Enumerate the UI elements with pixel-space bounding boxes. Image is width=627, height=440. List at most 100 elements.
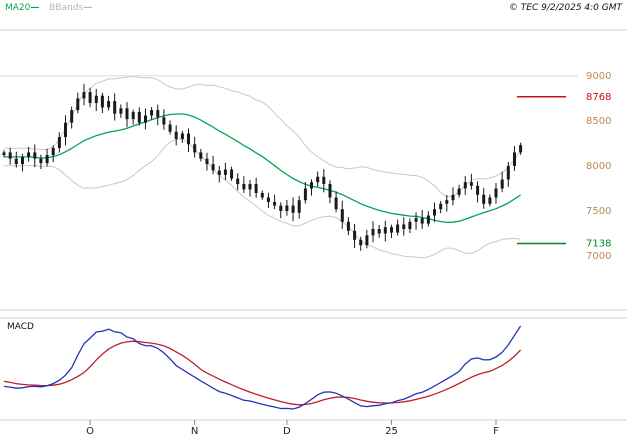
candle-body — [76, 98, 80, 111]
candle-body — [100, 95, 104, 108]
legend-bbands-swatch: — — [83, 3, 92, 13]
candle-body — [27, 152, 31, 157]
candle-body — [476, 185, 480, 195]
price-axis-label: 7500 — [586, 206, 611, 217]
price-axis-label: 7000 — [586, 251, 611, 262]
legend-ma20-label: MA20 — [5, 3, 31, 13]
x-axis-label: N — [191, 426, 198, 437]
candle-body — [303, 188, 307, 201]
price-axis-label: 9000 — [586, 71, 611, 82]
candle-body — [242, 184, 246, 190]
candle-body — [433, 209, 436, 216]
candle-body — [168, 124, 172, 132]
candle-body — [346, 221, 350, 231]
candle-body — [217, 170, 221, 175]
candle-body — [131, 111, 135, 120]
candle-body — [248, 184, 252, 190]
candle-body — [107, 101, 111, 108]
candle-body — [21, 156, 24, 165]
candle-body — [254, 184, 258, 193]
macd-panel-label: MACD — [7, 322, 34, 332]
ma20-line — [4, 113, 521, 224]
candle-body — [377, 229, 381, 234]
x-axis-label: F — [493, 426, 499, 437]
x-axis-label: O — [86, 426, 94, 437]
copyright-text: © TEC 9/2/2025 4:0 GMT — [508, 3, 622, 13]
candle-body — [230, 169, 234, 179]
candle-body — [340, 209, 344, 222]
candle-body — [513, 152, 516, 166]
candle-body — [236, 178, 240, 184]
candle-body — [359, 239, 363, 246]
candle-body — [2, 152, 6, 156]
candle-body — [223, 169, 227, 175]
candle-body — [205, 158, 209, 165]
candle-body — [291, 205, 295, 213]
level-label-support: 7138 — [586, 239, 611, 250]
legend-bbands-label: BBands — [49, 3, 84, 13]
candle-body — [193, 144, 197, 153]
candle-body — [420, 218, 424, 224]
candle-body — [488, 197, 492, 204]
price-axis-label: 8000 — [586, 161, 611, 172]
candle-body — [396, 224, 400, 233]
candle-body — [519, 145, 523, 153]
candle-body — [266, 197, 270, 202]
candle-body — [94, 95, 98, 103]
bband-upper-line — [4, 75, 522, 198]
candle-body — [310, 182, 313, 189]
candle-body — [316, 176, 320, 183]
candle-body — [383, 227, 387, 234]
candle-body — [14, 158, 18, 165]
candle-body — [33, 152, 37, 159]
candle-body — [64, 122, 67, 138]
candle-body — [402, 224, 406, 229]
candle-body — [353, 230, 357, 240]
macd-line — [3, 325, 522, 410]
candle-body — [39, 158, 43, 164]
candle-body — [371, 229, 375, 236]
candle-body — [408, 221, 412, 229]
candle-body — [51, 147, 55, 156]
candle-body — [137, 111, 141, 123]
x-axis-label: 25 — [385, 426, 398, 437]
candle-body — [451, 194, 455, 201]
candle-body — [119, 108, 123, 114]
candle-body — [297, 200, 301, 213]
candle-body — [285, 205, 289, 211]
candle-body — [390, 227, 393, 233]
level-label-resistance: 8768 — [586, 92, 611, 103]
candle-body — [494, 188, 498, 198]
candle-body — [414, 218, 418, 222]
candle-body — [457, 188, 461, 195]
candle-body — [8, 152, 12, 159]
candle-body — [70, 110, 74, 123]
candle-body — [273, 202, 277, 206]
chart-legend: MA20— BBands— — [5, 3, 99, 14]
candle-body — [365, 235, 369, 246]
legend-bbands: BBands— — [49, 3, 92, 13]
candle-body — [199, 152, 203, 159]
candle-body — [328, 184, 332, 198]
candle-body — [144, 115, 147, 123]
candle-body — [88, 92, 92, 103]
candle-body — [334, 197, 338, 210]
legend-ma20-swatch: — — [30, 3, 39, 13]
candle-body — [500, 179, 504, 189]
price-axis-label: 8500 — [586, 116, 611, 127]
candle-body — [174, 131, 178, 139]
candle-body — [150, 110, 154, 116]
candle-body — [113, 101, 117, 114]
candle-body — [469, 182, 473, 186]
candle-body — [426, 215, 430, 224]
candle-body — [162, 117, 166, 125]
candle-body — [260, 193, 264, 198]
candle-body — [279, 205, 283, 211]
candle-body — [463, 182, 467, 189]
candle-body — [180, 133, 184, 139]
macd-signal-line — [3, 340, 522, 406]
candle-body — [82, 92, 86, 99]
candle-body — [439, 203, 443, 210]
candle-body — [45, 155, 49, 164]
